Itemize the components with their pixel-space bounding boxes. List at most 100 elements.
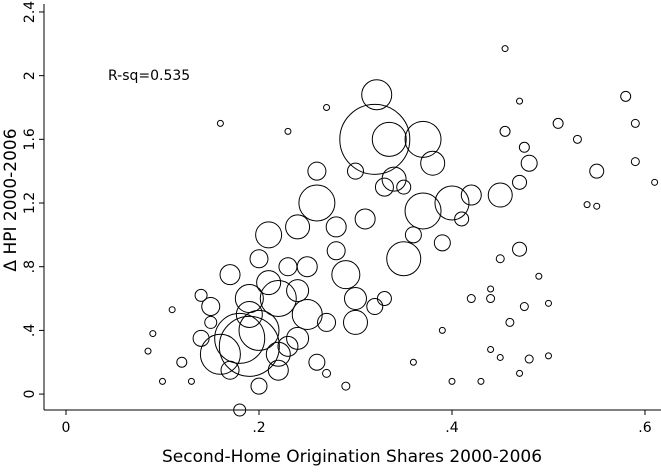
bubble	[250, 377, 268, 395]
bubble	[593, 202, 601, 210]
bubble	[438, 326, 446, 334]
bubble	[630, 157, 640, 167]
bubble	[235, 300, 263, 328]
bubble	[277, 335, 299, 357]
bubble	[265, 341, 291, 367]
bubble	[376, 291, 392, 307]
bubble	[346, 162, 364, 180]
bubble	[501, 45, 509, 53]
bubble	[192, 329, 210, 347]
bubble	[420, 150, 446, 176]
bubble	[454, 211, 470, 227]
bubble	[307, 161, 327, 181]
bubble	[366, 298, 384, 316]
bubble	[386, 241, 422, 277]
bubble	[278, 257, 298, 277]
bubble	[149, 330, 157, 338]
bubble	[308, 353, 326, 371]
bubble	[298, 184, 336, 222]
bubble	[404, 192, 442, 230]
bubble	[296, 256, 318, 278]
bubble	[158, 377, 166, 385]
bubble	[249, 249, 269, 269]
bubble	[381, 166, 407, 192]
bubble	[374, 177, 394, 197]
bubble	[519, 302, 529, 312]
bubble	[339, 103, 411, 175]
annotation: R-sq=0.535	[108, 68, 190, 84]
bubble	[354, 208, 376, 230]
bubble	[512, 241, 528, 257]
bubble	[535, 272, 543, 280]
bubble	[477, 377, 485, 385]
bubble	[361, 79, 393, 111]
bubble	[284, 127, 292, 135]
y-tick-label: 2	[22, 71, 38, 80]
bubble	[220, 360, 240, 380]
bubble	[651, 178, 659, 186]
bubble	[219, 264, 241, 286]
bubble	[520, 154, 538, 172]
bubble	[317, 312, 337, 332]
bubble	[433, 234, 451, 252]
bubble	[285, 214, 311, 240]
bubble	[499, 125, 511, 137]
bubble	[259, 280, 297, 318]
bubble	[466, 294, 476, 304]
bubble	[325, 216, 347, 238]
bubble	[286, 279, 310, 303]
bubble	[343, 287, 367, 311]
bubble	[404, 226, 422, 244]
bubble	[487, 182, 513, 208]
bubble	[552, 117, 564, 129]
x-axis-label: Second-Home Origination Shares 2000-2006	[162, 447, 542, 467]
x-tick-label: .2	[252, 420, 265, 436]
bubble	[487, 285, 495, 293]
bubble	[487, 345, 495, 353]
bubble	[516, 97, 524, 105]
bubble	[267, 359, 289, 381]
bubble	[323, 103, 331, 111]
bubble	[396, 179, 412, 195]
x-tick-label: .4	[445, 420, 458, 436]
bubble	[486, 294, 496, 304]
y-tick-label: .4	[22, 324, 38, 337]
bubble	[409, 358, 417, 366]
y-tick-label: 1.6	[22, 128, 38, 150]
bubble	[572, 134, 582, 144]
bubble	[218, 315, 280, 377]
bubble	[233, 403, 247, 417]
bubble	[214, 312, 266, 364]
bubble	[544, 352, 552, 360]
bubble	[496, 353, 504, 361]
bubble	[404, 120, 442, 158]
x-tick-label: .6	[638, 420, 651, 436]
bubble	[326, 241, 346, 261]
bubble	[204, 315, 218, 329]
bubble	[176, 356, 188, 368]
bubble	[194, 288, 208, 302]
bubble	[630, 118, 640, 128]
y-tick-label: 0	[22, 390, 38, 399]
y-axis-label: Δ HPI 2000-2006	[1, 128, 21, 271]
bubble	[516, 369, 524, 377]
y-tick-label: 2.4	[22, 1, 38, 23]
bubble	[460, 184, 482, 206]
bubble	[342, 309, 368, 335]
bubble	[255, 221, 283, 249]
bubble	[518, 141, 530, 153]
bubble	[583, 201, 591, 209]
bubble	[512, 174, 528, 190]
bubble	[322, 368, 332, 378]
bubble	[144, 347, 152, 355]
bubble	[201, 297, 221, 317]
y-tick-label: .8	[22, 260, 38, 273]
bubble	[544, 299, 552, 307]
bubble	[495, 254, 505, 264]
bubble	[341, 381, 351, 391]
bubble	[434, 185, 470, 221]
y-tick-label: 1.2	[22, 192, 38, 214]
bubble	[371, 121, 407, 157]
x-tick-label: 0	[62, 420, 71, 436]
